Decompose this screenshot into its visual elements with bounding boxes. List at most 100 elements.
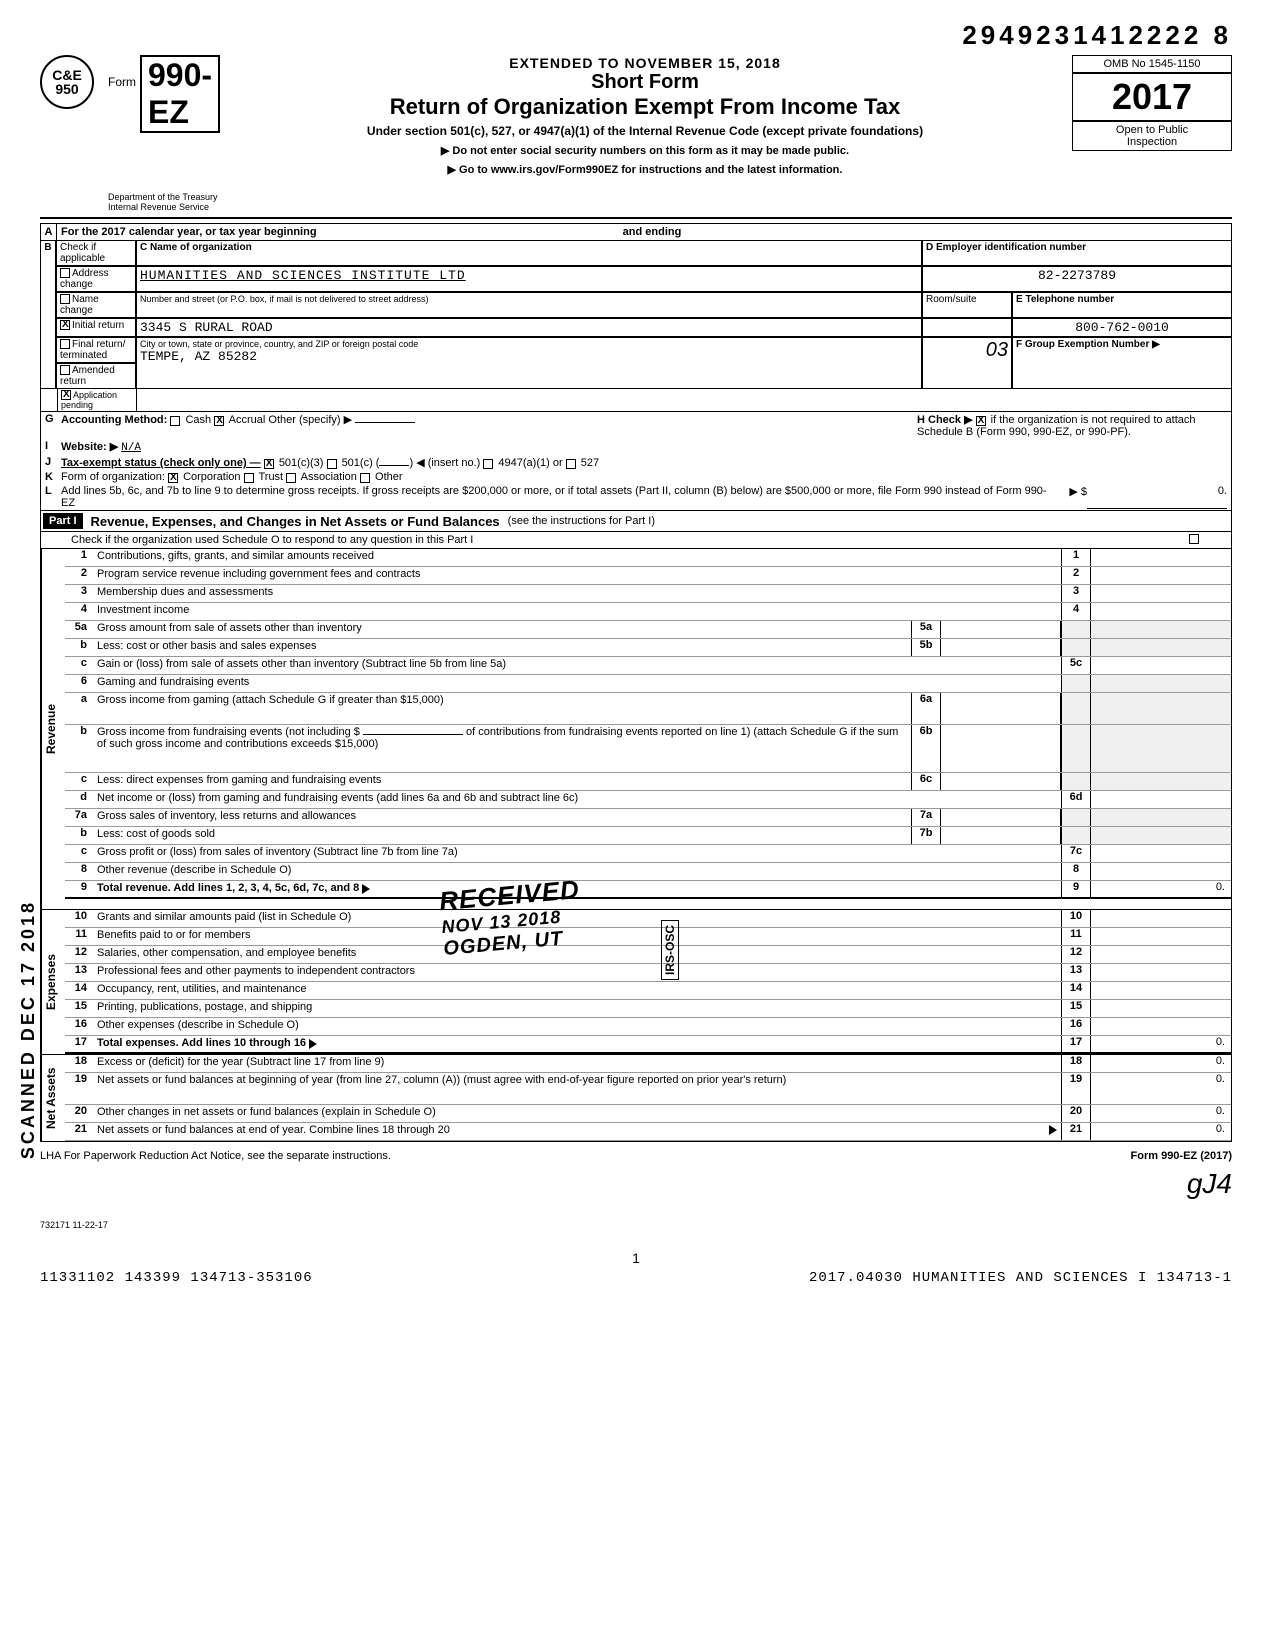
- part1-see: (see the instructions for Part I): [508, 515, 655, 527]
- c-label: C Name of organization: [136, 240, 922, 266]
- line-6a: Gross income from gaming (attach Schedul…: [93, 693, 911, 724]
- addr-label: Number and street (or P.O. box, if mail …: [140, 294, 428, 304]
- checkbox-final-return[interactable]: [60, 339, 70, 349]
- l-text: Add lines 5b, 6c, and 7b to line 9 to de…: [61, 485, 1047, 509]
- part1-title: Revenue, Expenses, and Changes in Net As…: [91, 514, 500, 529]
- revenue-label: Revenue: [41, 549, 60, 909]
- line-5c: Gain or (loss) from sale of assets other…: [93, 657, 1061, 674]
- lha-notice: LHA For Paperwork Reduction Act Notice, …: [40, 1150, 391, 1162]
- line-10: Grants and similar amounts paid (list in…: [93, 910, 1061, 927]
- check-if-label: Check if applicable: [56, 240, 136, 266]
- ein: 82-2273789: [922, 266, 1232, 292]
- year-box: 2017: [1072, 73, 1232, 121]
- checkbox-corp[interactable]: [168, 473, 178, 483]
- initials-signature: gJ4: [40, 1168, 1232, 1200]
- info-grid: B Check if applicable C Name of organiza…: [40, 240, 1232, 389]
- arrow-icon: [309, 1039, 317, 1049]
- line-13: Professional fees and other payments to …: [93, 964, 1061, 981]
- label-a: A: [41, 224, 57, 240]
- checkbox-cash[interactable]: [170, 416, 180, 426]
- checkbox-527[interactable]: [566, 459, 576, 469]
- extended-line: EXTENDED TO NOVEMBER 15, 2018: [226, 55, 1064, 71]
- form-number: 990-EZ: [140, 55, 220, 133]
- checkbox-h[interactable]: [976, 416, 986, 426]
- val-21: 0.: [1091, 1123, 1231, 1140]
- checkbox-accrual[interactable]: [214, 416, 224, 426]
- arrow-icon: [362, 884, 370, 894]
- form-footer: Form 990-EZ (2017): [1131, 1150, 1232, 1162]
- line-2: Program service revenue including govern…: [93, 567, 1061, 584]
- handwritten-03: 03: [922, 337, 1012, 389]
- city: TEMPE, AZ 85282: [140, 349, 918, 364]
- checkbox-name-change[interactable]: [60, 294, 70, 304]
- checkbox-4947[interactable]: [483, 459, 493, 469]
- expenses-label: Expenses: [41, 910, 60, 1054]
- line-16: Other expenses (describe in Schedule O): [93, 1018, 1061, 1035]
- arrow-icon: [1049, 1125, 1057, 1135]
- checkbox-initial-return[interactable]: [60, 320, 70, 330]
- line-21: Net assets or fund balances at end of ye…: [93, 1123, 1045, 1140]
- line-14: Occupancy, rent, utilities, and maintena…: [93, 982, 1061, 999]
- l-val: 0.: [1087, 485, 1227, 509]
- e-label: E Telephone number: [1012, 292, 1232, 318]
- checkbox-app-pending[interactable]: [61, 390, 71, 400]
- line-12: Salaries, other compensation, and employ…: [93, 946, 1061, 963]
- line-5b: Less: cost or other basis and sales expe…: [93, 639, 911, 656]
- open-public-box: Open to Public Inspection: [1072, 121, 1232, 151]
- val-19: 0.: [1091, 1073, 1231, 1104]
- line-18: Excess or (deficit) for the year (Subtra…: [93, 1055, 1061, 1072]
- f-label: F Group Exemption Number ▶: [1012, 337, 1232, 389]
- line-8: Other revenue (describe in Schedule O): [93, 863, 1061, 880]
- val-18: 0.: [1091, 1055, 1231, 1072]
- line-5a: Gross amount from sale of assets other t…: [93, 621, 911, 638]
- org-name: HUMANITIES AND SCIENCES INSTITUTE LTD: [136, 266, 922, 292]
- top-tracking-number: 2949231412222 8: [40, 20, 1232, 51]
- rev-code: 732171 11-22-17: [40, 1220, 1232, 1230]
- checkbox-other-org[interactable]: [360, 473, 370, 483]
- line-6: Gaming and fundraising events: [93, 675, 1061, 692]
- sub-title: Under section 501(c), 527, or 4947(a)(1)…: [226, 124, 1064, 138]
- val-20: 0.: [1091, 1105, 1231, 1122]
- stamp-circle: C&E 950: [40, 55, 94, 109]
- checkbox-trust[interactable]: [244, 473, 254, 483]
- warning-line: ▶ Do not enter social security numbers o…: [226, 144, 1064, 157]
- website: N/A: [121, 442, 141, 454]
- checkbox-addr-change[interactable]: [60, 268, 70, 278]
- irs-osc-stamp: IRS-OSC: [661, 920, 679, 980]
- part1-label: Part I: [43, 513, 83, 529]
- checkbox-assoc[interactable]: [286, 473, 296, 483]
- line-a-text: For the 2017 calendar year, or tax year …: [61, 226, 317, 238]
- short-form-title: Short Form: [226, 71, 1064, 94]
- checkbox-501c3[interactable]: [264, 459, 274, 469]
- city-label: City or town, state or province, country…: [140, 339, 918, 349]
- address: 3345 S RURAL ROAD: [136, 318, 922, 337]
- omb-box: OMB No 1545-1150: [1072, 55, 1232, 73]
- val-17: 0.: [1091, 1036, 1231, 1052]
- l-arrow: ▶ $: [1047, 485, 1087, 509]
- line-4: Investment income: [93, 603, 1061, 620]
- line-19: Net assets or fund balances at beginning…: [93, 1073, 1061, 1104]
- line-17: Total expenses. Add lines 10 through 16: [97, 1037, 306, 1049]
- line-6c: Less: direct expenses from gaming and fu…: [93, 773, 911, 790]
- inspection: Inspection: [1077, 136, 1227, 148]
- form-word: Form: [108, 75, 136, 89]
- d-label: D Employer identification number: [922, 240, 1232, 266]
- stamp-bottom: 950: [55, 82, 78, 96]
- netassets-label: Net Assets: [41, 1055, 60, 1141]
- line-3: Membership dues and assessments: [93, 585, 1061, 602]
- k-label: Form of organization:: [61, 471, 165, 483]
- line-7b: Less: cost of goods sold: [93, 827, 911, 844]
- goto-line: ▶ Go to www.irs.gov/Form990EZ for instru…: [226, 163, 1064, 176]
- line-1: Contributions, gifts, grants, and simila…: [93, 549, 1061, 566]
- checkbox-amended[interactable]: [60, 365, 70, 375]
- g-other: Other (specify) ▶: [268, 414, 352, 426]
- page-number: 1: [40, 1250, 1232, 1266]
- scanned-stamp: SCANNED DEC 17 2018: [18, 900, 39, 1159]
- bottom-right-code: 2017.04030 HUMANITIES AND SCIENCES I 134…: [809, 1270, 1232, 1286]
- stamp-top: C&E: [52, 68, 82, 82]
- val-9: 0.: [1091, 881, 1231, 897]
- checkbox-501c[interactable]: [327, 459, 337, 469]
- h-label: H Check ▶: [917, 414, 973, 426]
- main-title: Return of Organization Exempt From Incom…: [226, 94, 1064, 120]
- checkbox-part1-schedule-o[interactable]: [1189, 534, 1199, 544]
